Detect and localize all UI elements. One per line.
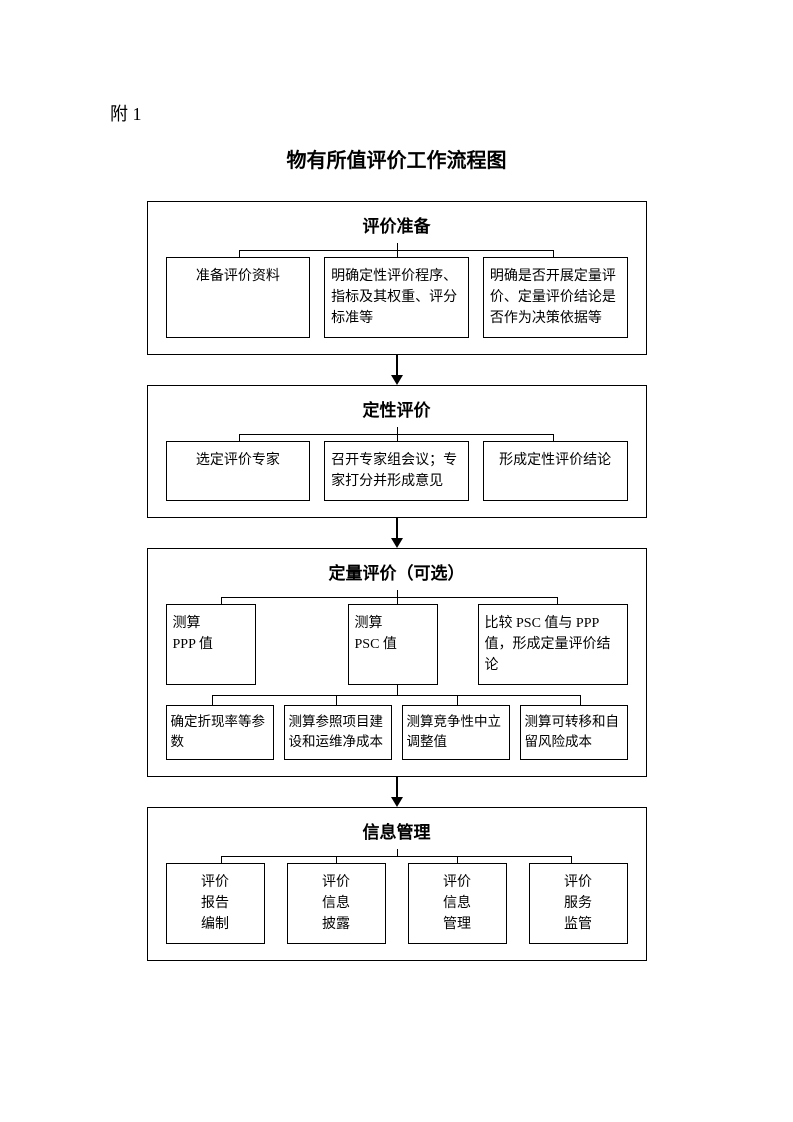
box-prep-2: 明确定性评价程序、指标及其权重、评分标准等 xyxy=(324,257,469,338)
arrow-1 xyxy=(110,355,683,385)
stage-prep: 评价准备 准备评价资料 明确定性评价程序、指标及其权重、评分标准等 明确是否开展… xyxy=(147,201,647,355)
arrow-2 xyxy=(110,518,683,548)
appendix-label: 附 1 xyxy=(110,100,683,126)
arrow-3 xyxy=(110,777,683,807)
box-qual-1: 选定评价专家 xyxy=(166,441,311,501)
stage-quant-row2: 确定折现率等参数 测算参照项目建设和运维净成本 测算竞争性中立调整值 测算可转移… xyxy=(166,705,628,760)
stage-info-row: 评价 报告 编制 评价 信息 披露 评价 信息 管理 评价 服务 监管 xyxy=(166,863,628,944)
stage-info-connector xyxy=(166,849,628,863)
stage-info: 信息管理 评价 报告 编制 评价 信息 披露 评价 信息 管理 评价 服务 监管 xyxy=(147,807,647,961)
box-quant-b4: 测算可转移和自留风险成本 xyxy=(520,705,628,760)
box-info-1: 评价 报告 编制 xyxy=(166,863,265,944)
box-quant-ppp: 测算 PPP 值 xyxy=(166,604,256,685)
box-info-4: 评价 服务 监管 xyxy=(529,863,628,944)
box-quant-b2: 测算参照项目建设和运维净成本 xyxy=(284,705,392,760)
stage-prep-row: 准备评价资料 明确定性评价程序、指标及其权重、评分标准等 明确是否开展定量评价、… xyxy=(166,257,628,338)
stage-info-title: 信息管理 xyxy=(166,818,628,843)
box-qual-3: 形成定性评价结论 xyxy=(483,441,628,501)
box-info-3: 评价 信息 管理 xyxy=(408,863,507,944)
stage-quant-connector-top xyxy=(166,590,628,604)
page: 附 1 物有所值评价工作流程图 评价准备 准备评价资料 明确定性评价程序、指标及… xyxy=(0,0,793,1122)
box-quant-cmp: 比较 PSC 值与 PPP 值，形成定量评价结论 xyxy=(478,604,628,685)
stage-qual: 定性评价 选定评价专家 召开专家组会议；专家打分并形成意见 形成定性评价结论 xyxy=(147,385,647,518)
stage-quant-connector-mid xyxy=(166,685,628,705)
page-title: 物有所值评价工作流程图 xyxy=(110,144,683,173)
box-info-2: 评价 信息 披露 xyxy=(287,863,386,944)
stage-prep-connector xyxy=(166,243,628,257)
box-prep-1: 准备评价资料 xyxy=(166,257,311,338)
box-quant-psc: 测算 PSC 值 xyxy=(348,604,438,685)
box-quant-b1: 确定折现率等参数 xyxy=(166,705,274,760)
box-prep-3: 明确是否开展定量评价、定量评价结论是否作为决策依据等 xyxy=(483,257,628,338)
stage-quant-title: 定量评价（可选） xyxy=(166,559,628,584)
stage-qual-connector xyxy=(166,427,628,441)
stage-prep-title: 评价准备 xyxy=(166,212,628,237)
stage-qual-title: 定性评价 xyxy=(166,396,628,421)
box-quant-b3: 测算竞争性中立调整值 xyxy=(402,705,510,760)
stage-quant-row1: 测算 PPP 值 测算 PSC 值 比较 PSC 值与 PPP 值，形成定量评价… xyxy=(166,604,628,685)
box-qual-2: 召开专家组会议；专家打分并形成意见 xyxy=(324,441,469,501)
stage-quant: 定量评价（可选） 测算 PPP 值 测算 PSC 值 比较 PSC 值与 PPP… xyxy=(147,548,647,777)
stage-qual-row: 选定评价专家 召开专家组会议；专家打分并形成意见 形成定性评价结论 xyxy=(166,441,628,501)
